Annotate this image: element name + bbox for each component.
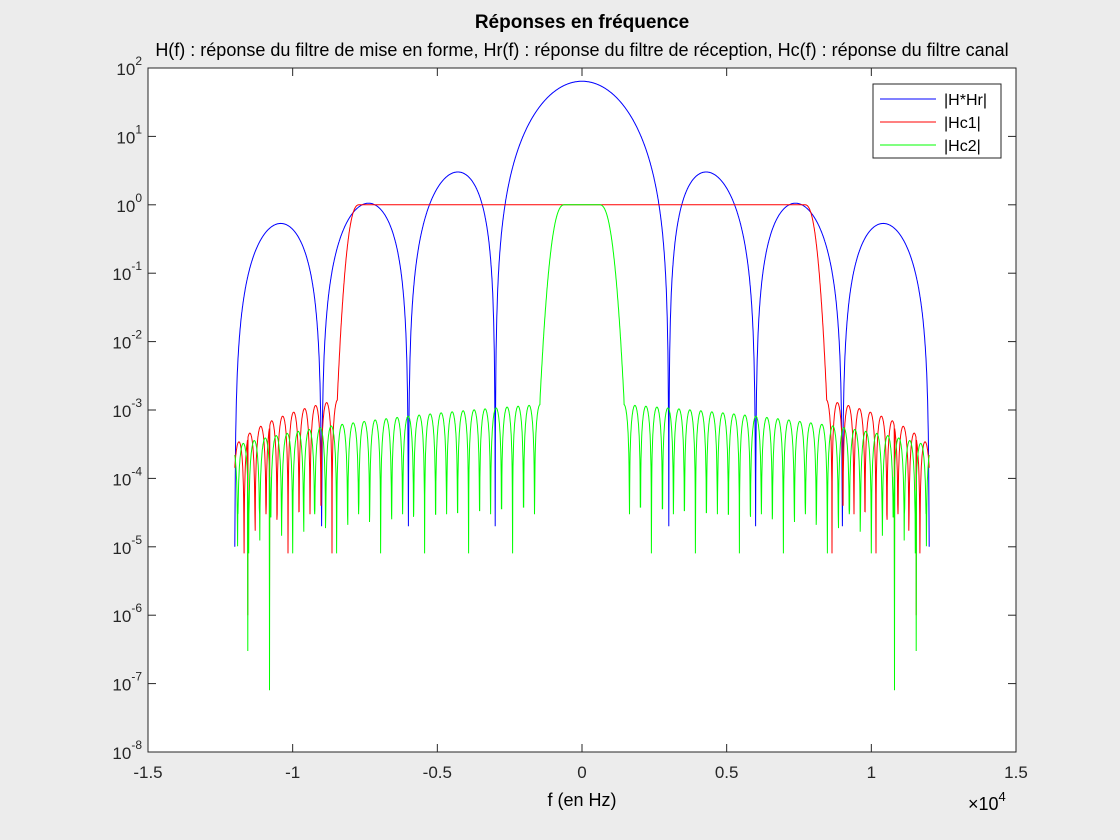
y-tick-base: 10 (112, 402, 131, 421)
y-tick-base: 10 (112, 334, 131, 353)
y-tick-base: 10 (116, 60, 135, 79)
legend: |H*Hr| |Hc1| |Hc2| (872, 83, 1002, 159)
x-tick-label: 1 (867, 763, 876, 782)
y-tick-label: 10-2 (112, 328, 142, 353)
y-tick-label: 102 (116, 54, 142, 79)
y-tick-base: 10 (112, 265, 131, 284)
y-tick-base: 10 (116, 197, 135, 216)
y-tick-base: 10 (112, 744, 131, 763)
legend-box (872, 83, 1002, 159)
series-line-3 (234, 204, 930, 691)
x-tick-label: 1.5 (1004, 763, 1028, 782)
y-tick-exponent: -6 (131, 601, 142, 615)
x-tick-label: -1.5 (133, 763, 162, 782)
y-tick-exponent: -5 (131, 533, 142, 547)
y-tick-base: 10 (112, 607, 131, 626)
y-tick-label: 10-6 (112, 601, 142, 626)
ticks-layer: -1.5 -1 -0.5 0 0.5 1 1.510-810-710-610-510-410… (112, 54, 1027, 782)
y-tick-exponent: -4 (131, 464, 142, 478)
plot-area (148, 68, 1016, 752)
legend-label-2: |Hc1| (944, 115, 981, 132)
chart-title: Réponses en fréquence (475, 12, 689, 33)
x-exponent-power: 4 (999, 789, 1006, 804)
y-tick-label: 100 (116, 191, 142, 216)
legend-label-3: |Hc2| (944, 138, 981, 155)
y-tick-base: 10 (112, 470, 131, 489)
y-tick-exponent: 1 (135, 122, 142, 136)
y-tick-label: 10-4 (112, 464, 142, 489)
x-tick-label: 0.5 (715, 763, 739, 782)
y-tick-exponent: -8 (131, 738, 142, 752)
legend-label-1: |H*Hr| (944, 92, 987, 109)
x-tick-label: 0 (577, 763, 586, 782)
series-layer (234, 80, 930, 691)
x-tick-label: -1 (285, 763, 300, 782)
y-tick-exponent: 0 (135, 191, 142, 205)
y-tick-exponent: -3 (131, 396, 142, 410)
y-tick-exponent: 2 (135, 54, 142, 68)
x-exponent-base: ×10 (968, 794, 999, 814)
x-tick-label: -0.5 (423, 763, 452, 782)
series-line-1 (234, 80, 930, 547)
y-tick-base: 10 (112, 539, 131, 558)
y-tick-label: 10-3 (112, 396, 142, 421)
x-exponent-label: ×104 (968, 789, 1006, 814)
y-tick-exponent: -7 (131, 670, 142, 684)
y-tick-exponent: -1 (131, 259, 142, 273)
x-axis-label: f (en Hz) (547, 790, 616, 810)
y-tick-exponent: -2 (131, 328, 142, 342)
y-tick-label: 10-7 (112, 670, 142, 695)
y-tick-label: 10-5 (112, 533, 142, 558)
y-tick-label: 10-1 (112, 259, 142, 284)
y-tick-label: 10-8 (112, 738, 142, 763)
chart-subtitle: H(f) : réponse du filtre de mise en form… (155, 40, 1008, 60)
y-tick-base: 10 (112, 676, 131, 695)
y-tick-base: 10 (116, 128, 135, 147)
y-tick-label: 101 (116, 122, 142, 147)
